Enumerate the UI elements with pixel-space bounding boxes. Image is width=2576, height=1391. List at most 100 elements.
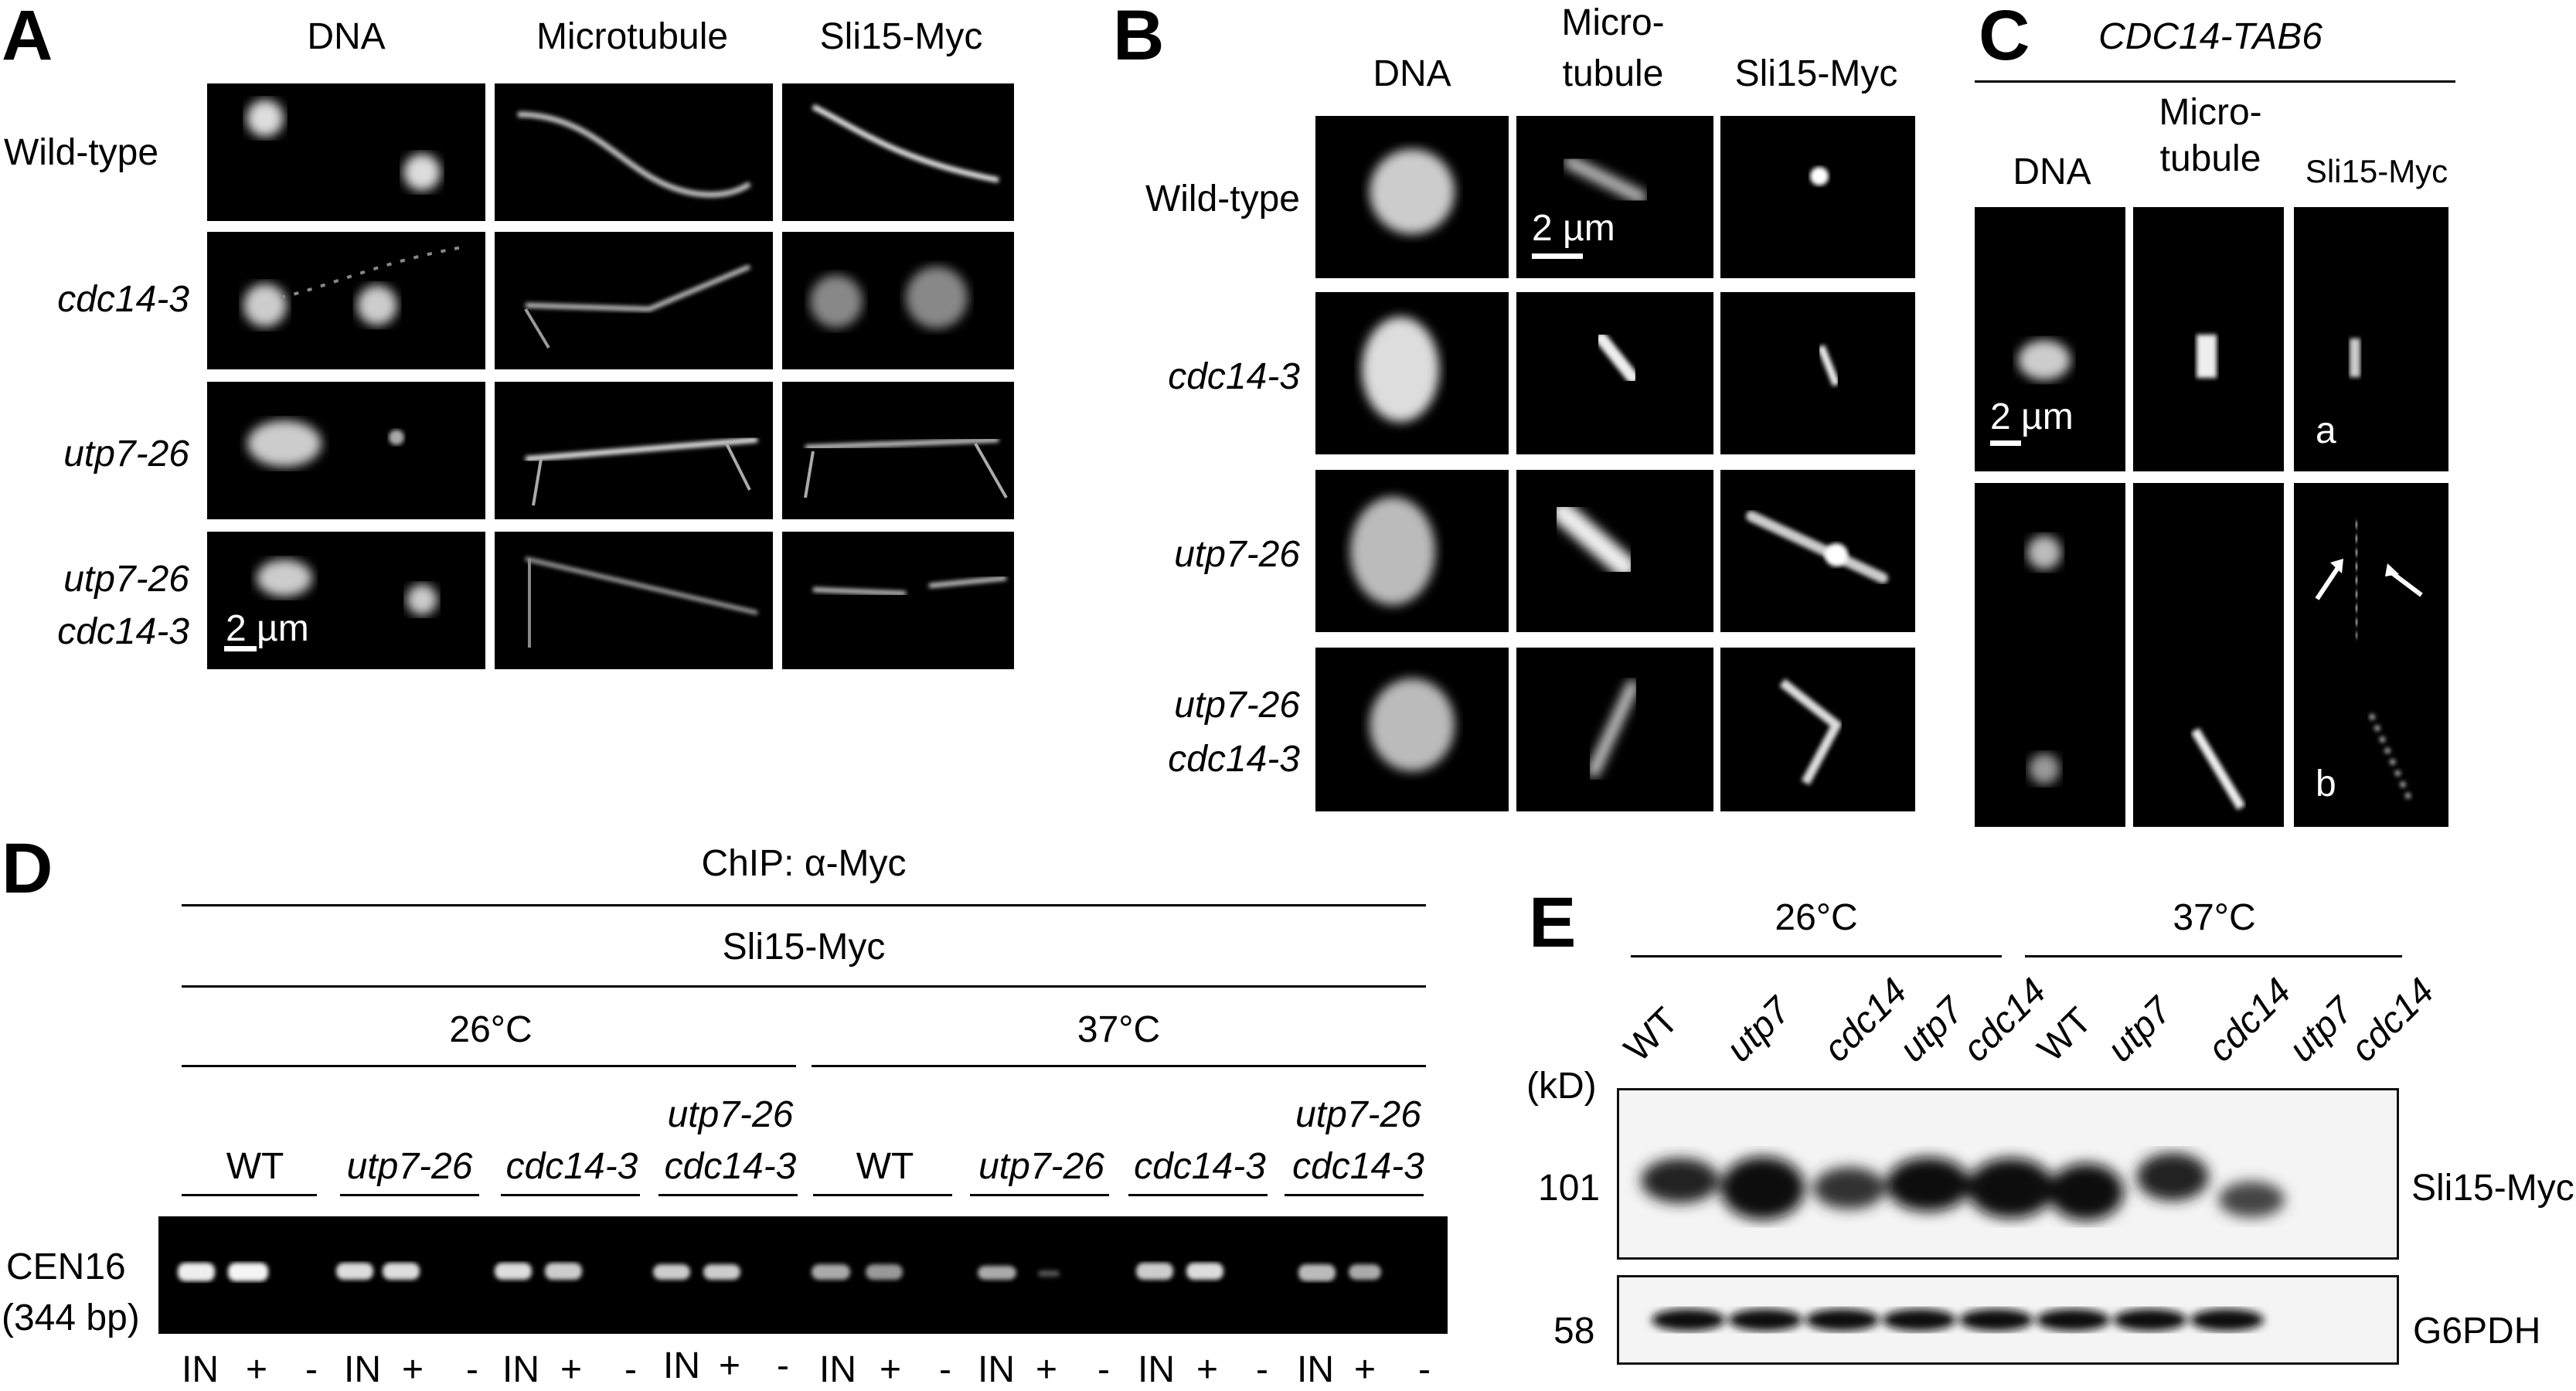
panel-e-rule-26 — [1631, 955, 2002, 957]
panel-b-row-double-2: cdc14-3 — [1168, 739, 1300, 780]
blot-band-sli15: Sli15-Myc — [2411, 1168, 2574, 1209]
panel-b-header-tubule: tubule — [1562, 53, 1664, 94]
scale-label-b: 2 µm — [1532, 208, 1615, 249]
lane-minus-3: - — [624, 1349, 637, 1390]
blot-lane-8: cdc14 — [2200, 971, 2299, 1070]
lane-plus-7: + — [1196, 1349, 1219, 1390]
blot-lane-2: utp7 — [1718, 989, 1799, 1070]
panel-c-title-rule — [1975, 80, 2455, 83]
lane-in-1: IN — [182, 1349, 219, 1390]
lane-in-7: IN — [1138, 1349, 1175, 1390]
micrograph-a-cdc14-mt — [495, 232, 773, 369]
lane-plus-6: + — [1036, 1349, 1058, 1390]
blot-lane-7: utp7 — [2099, 989, 2180, 1070]
blot-lane-3: cdc14 — [1815, 971, 1915, 1070]
scale-bar-a — [224, 646, 257, 651]
panel-b-header-sli15: Sli15-Myc — [1734, 53, 1898, 94]
panel-a-row-utp7: utp7-26 — [63, 434, 189, 474]
arrow-up-right-icon — [2315, 559, 2343, 600]
lane-in-2: IN — [344, 1349, 381, 1390]
lane-plus-4: + — [719, 1345, 741, 1386]
lane-rule-3 — [501, 1194, 640, 1196]
gel-row-label: CEN16 — [6, 1246, 126, 1287]
lane-group-double-37-2: cdc14-3 — [1292, 1146, 1424, 1187]
lane-in-4: IN — [663, 1345, 700, 1386]
micrograph-b-double-mt — [1516, 648, 1713, 811]
scale-bar-c — [1990, 440, 2021, 446]
arrow-up-left-icon — [2385, 563, 2423, 597]
panel-b-row-utp7: utp7-26 — [1174, 534, 1300, 575]
panel-e-rule-37 — [2025, 955, 2402, 957]
panel-label-b: B — [1113, 0, 1165, 75]
micrograph-b-utp7-mt — [1516, 470, 1713, 632]
lane-rule-6 — [970, 1194, 1109, 1196]
panel-d-title-rule — [182, 904, 1426, 906]
micrograph-a-wt-sli15 — [782, 83, 1014, 221]
panel-label-d: D — [2, 829, 53, 908]
blot-band-g6pdh: G6PDH — [2413, 1311, 2541, 1352]
micrograph-b-wt-sli15 — [1720, 116, 1915, 278]
panel-b-row-wildtype: Wild-type — [1145, 179, 1300, 219]
micrograph-a-double-sli15 — [782, 532, 1014, 669]
micrograph-b-cdc14-mt — [1516, 292, 1713, 454]
lane-plus-2: + — [402, 1349, 424, 1390]
lane-plus-3: + — [560, 1349, 583, 1390]
micrograph-a-utp7-dna — [207, 382, 485, 519]
panel-b-row-double-1: utp7-26 — [1174, 685, 1300, 726]
blot-lane-1: WT — [1616, 1000, 1686, 1070]
micrograph-a-utp7-sli15 — [782, 382, 1014, 519]
micrograph-a-double-dna: 2 µm — [207, 532, 485, 669]
micrograph-a-double-mt — [495, 532, 773, 669]
panel-b-header-micro: Micro- — [1561, 2, 1665, 43]
micrograph-c-a-mt — [2133, 207, 2284, 471]
lane-group-utp7-26: utp7-26 — [346, 1146, 473, 1187]
blot-kd-label: (kD) — [1526, 1066, 1597, 1107]
micrograph-c-a-sli15: a — [2294, 207, 2448, 471]
lane-group-cdc14-37: cdc14-3 — [1134, 1146, 1266, 1187]
lane-rule-4 — [658, 1194, 798, 1196]
lane-minus-1: - — [305, 1349, 318, 1390]
panel-a-header-sli15: Sli15-Myc — [819, 16, 983, 57]
gel-row-sublabel: (344 bp) — [2, 1297, 140, 1338]
panel-b-header-dna: DNA — [1373, 53, 1451, 94]
lane-group-utp7-37: utp7-26 — [978, 1146, 1104, 1187]
panel-d-rule-37 — [812, 1065, 1426, 1067]
micrograph-a-utp7-mt — [495, 382, 773, 519]
micrograph-b-cdc14-dna — [1315, 292, 1509, 454]
micrograph-b-cdc14-sli15 — [1720, 292, 1915, 454]
micrograph-c-b-dna — [1975, 483, 2125, 827]
panel-d-temp-26: 26°C — [449, 1009, 533, 1050]
micrograph-c-a-dna: 2 µm — [1975, 207, 2125, 471]
micrograph-c-b-sli15: b — [2294, 483, 2448, 827]
western-blot-g6pdh — [1617, 1275, 2399, 1365]
micrograph-b-wt-mt: 2 µm — [1516, 116, 1713, 278]
micrograph-a-wt-dna — [207, 83, 485, 221]
panel-d-subtitle: Sli15-Myc — [722, 927, 886, 968]
panel-d-subtitle-rule — [182, 985, 1426, 988]
lane-rule-5 — [813, 1194, 952, 1196]
blot-marker-101: 101 — [1538, 1168, 1601, 1209]
blot-marker-58: 58 — [1553, 1311, 1595, 1352]
lane-in-5: IN — [819, 1349, 856, 1390]
micrograph-c-b-mt — [2133, 483, 2284, 827]
micrograph-a-cdc14-sli15 — [782, 232, 1014, 369]
micrograph-a-wt-mt — [495, 83, 773, 221]
lane-minus-2: - — [466, 1349, 478, 1390]
panel-label-a: A — [2, 0, 53, 75]
micrograph-a-cdc14-dna — [207, 232, 485, 369]
lane-group-cdc14-26: cdc14-3 — [505, 1146, 638, 1187]
lane-group-double-26-2: cdc14-3 — [664, 1146, 797, 1187]
western-blot-sli15 — [1617, 1088, 2399, 1260]
lane-plus-5: + — [880, 1349, 902, 1390]
lane-minus-8: - — [1418, 1349, 1431, 1390]
lane-minus-7: - — [1256, 1349, 1268, 1390]
panel-c-header-tubule: tubule — [2159, 138, 2261, 179]
panel-a-header-dna: DNA — [307, 16, 386, 57]
panel-a-row-wildtype: Wild-type — [4, 132, 159, 173]
scale-label-a: 2 µm — [226, 608, 309, 649]
panel-c-header-sli15: Sli15-Myc — [2305, 153, 2448, 189]
lane-rule-1 — [182, 1194, 317, 1196]
micrograph-b-utp7-dna — [1315, 470, 1509, 632]
chip-gel-image — [158, 1216, 1448, 1334]
scale-label-c: 2 µm — [1990, 396, 2074, 437]
